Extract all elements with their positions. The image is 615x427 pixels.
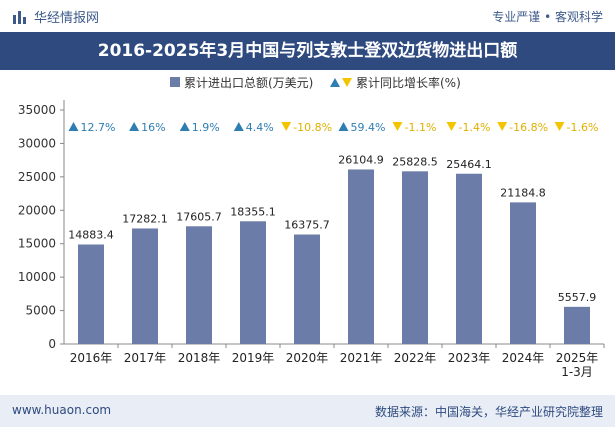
- growth-label: -1.6%: [567, 121, 599, 134]
- legend: 累计进出口总额(万美元) 累计同比增长率(%): [170, 75, 461, 90]
- bar: [510, 202, 536, 344]
- growth-up-icon: [68, 122, 79, 131]
- x-tick-label: 2021年: [340, 351, 383, 365]
- y-tick-label: 30000: [18, 136, 56, 150]
- bar-value-label: 16375.7: [284, 219, 330, 232]
- bar: [78, 244, 104, 344]
- bar-value-label: 25828.5: [392, 155, 438, 168]
- top-bar: 华经情报网 专业严谨 • 客观科学: [0, 0, 615, 32]
- x-tick-label: 2017年: [124, 351, 167, 365]
- brand-name: 华经情报网: [34, 11, 100, 26]
- growth-label: -1.4%: [459, 121, 491, 134]
- slogan: 专业严谨 • 客观科学: [492, 10, 603, 24]
- growth-down-icon: [392, 122, 403, 131]
- x-tick-label: 1-3月: [561, 365, 593, 379]
- bar: [402, 171, 428, 344]
- growth-up-icon: [338, 122, 349, 131]
- bar-value-label: 17282.1: [122, 212, 168, 225]
- bar: [132, 228, 158, 344]
- bar: [186, 226, 212, 344]
- y-tick-label: 5000: [25, 304, 56, 318]
- x-tick-label: 2025年: [556, 351, 599, 365]
- growth-label: -1.1%: [405, 121, 437, 134]
- growth-label: 12.7%: [81, 121, 116, 134]
- x-tick-label: 2023年: [448, 351, 491, 365]
- growth-down-icon: [446, 122, 457, 131]
- bar: [456, 173, 482, 344]
- legend-label-growth: 累计同比增长率(%): [356, 75, 461, 90]
- x-tick-label: 2022年: [394, 351, 437, 365]
- bar: [294, 234, 320, 344]
- growth-label: 1.9%: [192, 121, 220, 134]
- growth-down-icon: [497, 122, 508, 131]
- growth-label: 4.4%: [246, 121, 274, 134]
- y-tick-label: 20000: [18, 203, 56, 217]
- brand: 华经情报网: [12, 7, 99, 26]
- x-tick-label: 2019年: [232, 351, 275, 365]
- y-tick-label: 25000: [18, 170, 56, 184]
- bar-value-label: 25464.1: [446, 158, 492, 171]
- legend-down-icon: [342, 78, 352, 87]
- bar-value-label: 14883.4: [68, 228, 114, 241]
- growth-down-icon: [554, 122, 565, 131]
- x-tick-label: 2018年: [178, 351, 221, 365]
- bar-value-label: 26104.9: [338, 153, 384, 166]
- growth-up-icon: [129, 122, 140, 131]
- legend-swatch-total: [170, 77, 180, 87]
- chart: 累计进出口总额(万美元) 累计同比增长率(%) 0 5000 10000 15000 20…: [18, 75, 605, 379]
- y-tick-label: 15000: [18, 237, 56, 251]
- x-tick-label: 2016年: [70, 351, 113, 365]
- footer: www.huaon.com 数据来源：中国海关，华经产业研究院整理: [0, 395, 615, 427]
- website-link[interactable]: www.huaon.com: [12, 403, 112, 417]
- chart-title: 2016-2025年3月中国与列支敦士登双边货物进出口额: [97, 41, 518, 61]
- bar-value-label: 5557.9: [558, 291, 597, 304]
- bar-value-label: 18355.1: [230, 205, 276, 218]
- y-tick-label: 10000: [18, 270, 56, 284]
- growth-label: -16.8%: [509, 121, 548, 134]
- legend-up-icon: [330, 78, 340, 87]
- bar-value-label: 21184.8: [500, 186, 546, 199]
- bar: [348, 169, 374, 344]
- data-source: 数据来源：中国海关，华经产业研究院整理: [374, 405, 603, 419]
- legend-label-total: 累计进出口总额(万美元): [184, 76, 313, 90]
- y-tick-label: 35000: [18, 103, 56, 117]
- growth-label: -10.8%: [293, 121, 332, 134]
- bars: 14883.4 12.7% 17282.1 16% 17605.7 1.9% 18355.1…: [68, 121, 598, 344]
- bar: [240, 221, 266, 344]
- y-tick-label: 0: [48, 337, 56, 351]
- bar-chart-icon: [13, 10, 26, 24]
- bar: [564, 306, 590, 344]
- title-bar: 2016-2025年3月中国与列支敦士登双边货物进出口额: [0, 32, 615, 70]
- bar-value-label: 17605.7: [176, 210, 222, 223]
- growth-label: 16%: [141, 121, 165, 134]
- x-tick-label: 2020年: [286, 351, 329, 365]
- growth-down-icon: [281, 122, 292, 131]
- x-tick-label: 2024年: [502, 351, 545, 365]
- growth-up-icon: [233, 122, 244, 131]
- growth-label: 59.4%: [351, 121, 386, 134]
- growth-up-icon: [179, 122, 190, 131]
